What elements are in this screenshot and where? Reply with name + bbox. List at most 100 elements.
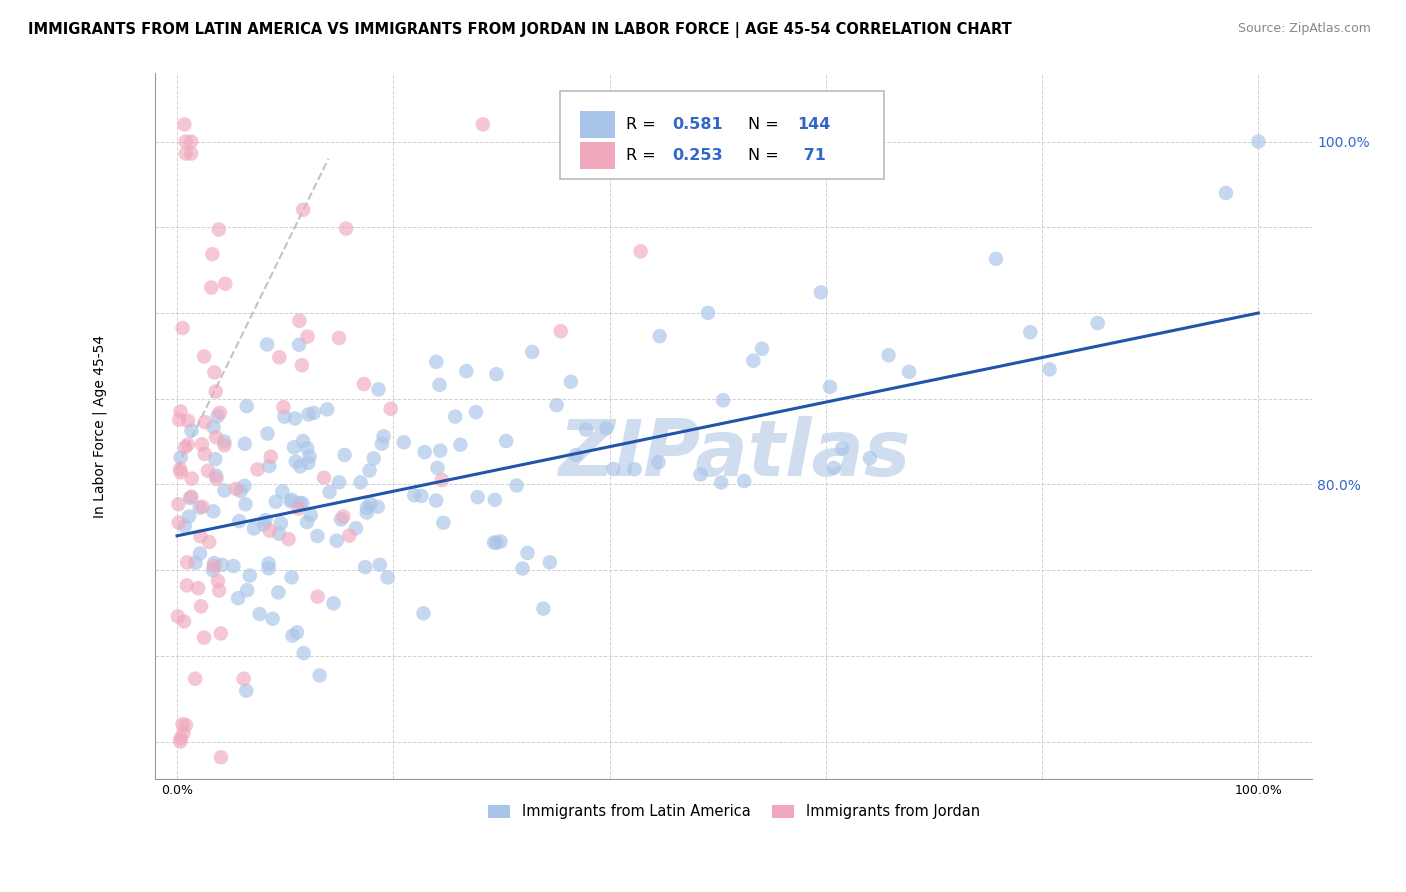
Point [167,413,190,427]
Point [877,348,900,362]
Point [630,244,652,259]
Point [236,399,259,413]
Point [377,570,399,584]
Point [449,438,471,452]
Point [204,452,226,467]
Point [180,135,202,149]
Point [273,400,295,414]
FancyBboxPatch shape [561,91,884,179]
Point [191,437,214,451]
Point [647,455,669,469]
Point [485,536,508,550]
Point [742,353,765,368]
Point [169,731,191,746]
Point [208,583,231,598]
Point [298,450,321,464]
Point [166,609,188,624]
Point [202,504,225,518]
Point [236,583,259,598]
Point [426,461,449,475]
Point [425,355,447,369]
Point [202,556,225,570]
Bar [581,142,614,169]
Point [264,494,287,508]
Point [595,421,617,435]
Point [482,535,505,549]
Point [197,464,219,478]
Point [174,135,197,149]
Point [214,438,236,452]
Point [288,496,311,510]
Point [1038,362,1060,376]
Point [898,365,921,379]
Point [254,513,277,527]
Point [205,430,228,444]
Point [354,560,377,574]
Point [174,146,197,161]
Text: R =: R = [626,148,661,163]
Point [257,561,280,575]
Point [308,668,330,682]
Legend: Immigrants from Latin America, Immigrants from Jordan: Immigrants from Latin America, Immigrant… [482,798,986,825]
Point [284,411,307,425]
Point [173,519,195,533]
Point [505,478,527,492]
Point [249,607,271,621]
Text: 0.581: 0.581 [672,117,723,132]
Point [367,500,389,514]
Point [205,472,228,486]
Point [173,117,195,131]
Text: 0.253: 0.253 [672,148,723,163]
Point [259,458,281,473]
Point [444,409,467,424]
Point [292,646,315,660]
Point [177,509,200,524]
Point [269,351,291,365]
Point [194,415,217,429]
Point [623,462,645,476]
Point [174,440,197,454]
Point [522,345,544,359]
Point [831,442,853,456]
Point [179,491,201,505]
Point [229,483,252,498]
Point [170,465,193,479]
Point [297,408,319,422]
Text: 144: 144 [797,117,831,132]
Point [233,479,256,493]
Point [235,497,257,511]
Point [214,277,236,291]
Text: N =: N = [748,148,783,163]
Point [204,384,226,399]
Point [371,436,394,450]
Point [711,393,734,408]
Point [260,450,283,464]
Point [471,117,494,131]
Point [307,529,329,543]
Point [253,517,276,532]
Point [392,435,415,450]
Point [167,497,190,511]
Point [1215,186,1237,200]
Point [226,591,249,606]
Point [184,556,207,570]
Text: 71: 71 [797,148,825,163]
Point [257,557,280,571]
Point [368,558,391,572]
Point [288,459,311,474]
Point [335,221,357,235]
Point [256,426,278,441]
Point [280,570,302,584]
Point [174,718,197,732]
Point [270,516,292,531]
Point [193,350,215,364]
Point [176,578,198,592]
Point [271,484,294,499]
Point [344,521,367,535]
Point [325,533,347,548]
Point [575,423,598,437]
Point [359,497,381,511]
Point [333,448,356,462]
Point [281,629,304,643]
Point [187,581,209,595]
